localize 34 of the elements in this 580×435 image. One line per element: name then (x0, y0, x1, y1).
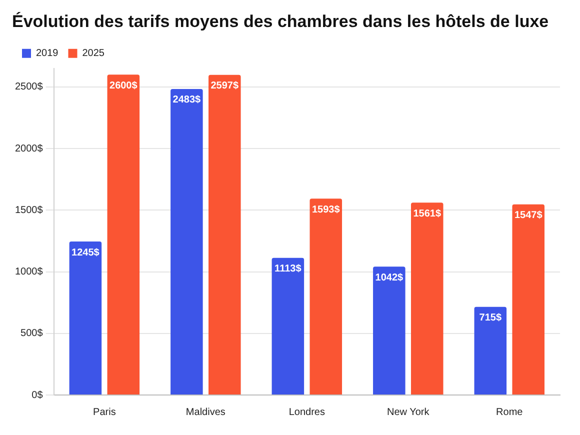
bar (512, 204, 544, 394)
data-label: 2597$ (210, 80, 239, 92)
x-tick-label: Londres (288, 406, 325, 418)
data-label: 2483$ (172, 94, 202, 106)
bar (208, 74, 241, 394)
bar (107, 74, 140, 394)
chart-title: Évolution des tarifs moyens des chambres dans les hôtels de luxe (12, 10, 549, 31)
y-tick-label: 500$ (20, 328, 44, 340)
legend-label: 2019 (36, 48, 59, 60)
data-label: 1042$ (375, 272, 404, 284)
bar (373, 266, 406, 394)
bar (410, 202, 444, 394)
bar (69, 242, 102, 394)
bar (474, 306, 507, 394)
y-tick-label: 0$ (32, 390, 44, 401)
bar (170, 88, 203, 394)
x-tick-label: New York (387, 406, 430, 418)
y-tick-label: 1000$ (14, 266, 44, 278)
data-label: 1245$ (72, 247, 100, 258)
y-tick-label: 2500$ (14, 82, 44, 93)
data-label: 1561$ (413, 208, 442, 220)
data-label: 1593$ (312, 204, 340, 216)
x-tick-label: Maldives (186, 406, 226, 418)
x-tick-label: Paris (93, 406, 116, 418)
data-label: 2600$ (110, 80, 138, 92)
bar (272, 258, 304, 394)
data-label: 1547$ (514, 210, 543, 222)
data-label: 1113$ (274, 264, 302, 275)
y-tick-label: 1500$ (14, 204, 44, 216)
legend-label: 2025 (82, 48, 105, 60)
data-label: 715$ (479, 312, 502, 324)
bar (310, 198, 342, 394)
x-tick-label: Rome (496, 406, 524, 418)
y-tick-label: 2000$ (14, 143, 44, 154)
